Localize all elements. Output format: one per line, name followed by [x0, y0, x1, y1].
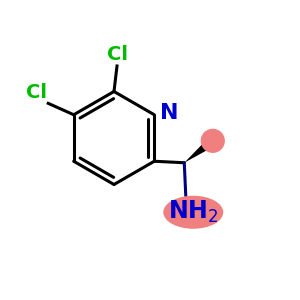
Text: Cl: Cl — [26, 83, 47, 102]
Text: Cl: Cl — [106, 45, 128, 64]
Text: NH$_2$: NH$_2$ — [168, 199, 218, 225]
Polygon shape — [184, 140, 213, 163]
Circle shape — [201, 130, 224, 152]
Text: N: N — [160, 103, 178, 123]
Ellipse shape — [163, 196, 223, 229]
